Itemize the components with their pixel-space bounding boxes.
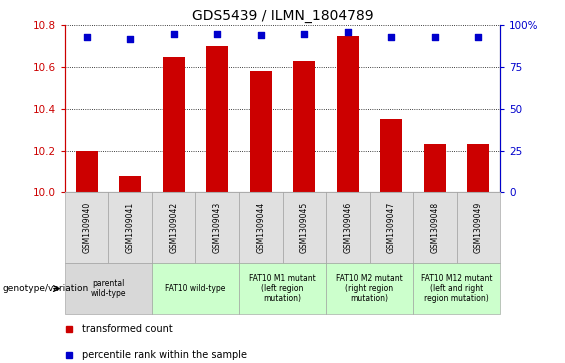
Bar <box>293 61 315 192</box>
Bar <box>337 36 359 192</box>
Text: GSM1309043: GSM1309043 <box>213 202 221 253</box>
Bar <box>239 263 326 314</box>
Point <box>299 31 308 37</box>
Bar <box>413 192 457 263</box>
Text: percentile rank within the sample: percentile rank within the sample <box>82 350 247 360</box>
Text: GSM1309047: GSM1309047 <box>387 202 396 253</box>
Title: GDS5439 / ILMN_1804789: GDS5439 / ILMN_1804789 <box>192 9 373 23</box>
Bar <box>380 119 402 192</box>
Text: parental
wild-type: parental wild-type <box>91 279 126 298</box>
Bar <box>467 144 489 192</box>
Bar <box>326 263 413 314</box>
Bar <box>119 176 141 192</box>
Text: genotype/variation: genotype/variation <box>3 284 89 293</box>
Point <box>212 31 221 37</box>
Bar <box>370 192 413 263</box>
Bar <box>326 192 370 263</box>
Text: GSM1309045: GSM1309045 <box>300 202 308 253</box>
Point <box>473 34 483 40</box>
Text: FAT10 M2 mutant
(right region
mutation): FAT10 M2 mutant (right region mutation) <box>336 274 403 303</box>
Bar <box>206 46 228 192</box>
Bar <box>239 192 282 263</box>
Text: GSM1309046: GSM1309046 <box>344 202 352 253</box>
Text: GSM1309041: GSM1309041 <box>126 202 134 253</box>
Bar <box>457 192 500 263</box>
Bar <box>152 192 195 263</box>
Point <box>343 29 352 35</box>
Bar <box>152 263 239 314</box>
Point <box>82 34 92 40</box>
Text: FAT10 M12 mutant
(left and right
region mutation): FAT10 M12 mutant (left and right region … <box>421 274 492 303</box>
Text: GSM1309049: GSM1309049 <box>474 202 483 253</box>
Bar <box>76 151 98 192</box>
Text: FAT10 M1 mutant
(left region
mutation): FAT10 M1 mutant (left region mutation) <box>249 274 316 303</box>
Bar <box>413 263 500 314</box>
Bar <box>424 144 446 192</box>
Text: GSM1309048: GSM1309048 <box>431 202 439 253</box>
Bar <box>250 72 272 192</box>
Bar <box>163 57 185 192</box>
Text: FAT10 wild-type: FAT10 wild-type <box>166 284 225 293</box>
Point <box>386 34 396 40</box>
Bar <box>65 192 108 263</box>
Point <box>169 31 178 37</box>
Point <box>125 36 134 42</box>
Bar <box>282 192 326 263</box>
Text: transformed count: transformed count <box>82 325 173 334</box>
Bar <box>65 263 152 314</box>
Point <box>256 33 265 38</box>
Point <box>430 34 439 40</box>
Text: GSM1309042: GSM1309042 <box>170 202 178 253</box>
Bar <box>195 192 239 263</box>
Text: GSM1309044: GSM1309044 <box>257 202 265 253</box>
Bar <box>108 192 152 263</box>
Text: GSM1309040: GSM1309040 <box>82 202 91 253</box>
